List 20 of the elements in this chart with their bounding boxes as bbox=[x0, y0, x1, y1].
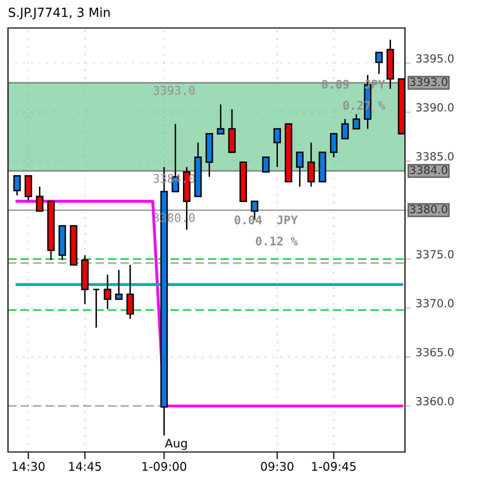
x-tick-label: 1-09:00 bbox=[142, 462, 186, 471]
chart-title: S.JP.J7741, 3 Min bbox=[8, 7, 110, 20]
y-tick-label: 3385.0 bbox=[416, 152, 454, 161]
x-tick-label: 09:30 bbox=[260, 462, 294, 471]
y-tick-label: 3390.0 bbox=[416, 103, 454, 112]
annotation: Aug bbox=[164, 438, 187, 450]
x-tick-label: 1-09:45 bbox=[312, 462, 356, 471]
text: 3384.0 bbox=[410, 166, 448, 174]
y-tick-label: 3395.0 bbox=[416, 54, 454, 63]
text: 3380.0 bbox=[410, 204, 448, 214]
y-tick-label: 3370.0 bbox=[416, 299, 454, 308]
x-tick-label: 14:45 bbox=[69, 462, 101, 471]
y-tick-label: 3360.0 bbox=[416, 396, 454, 406]
y-tick-label: 3375.0 bbox=[416, 250, 454, 258]
text: 3393.0 bbox=[410, 78, 448, 86]
annotation: 0.12 % bbox=[256, 236, 298, 246]
y-tick-label: 3365.0 bbox=[416, 348, 454, 356]
x-tick-label: 14:30 bbox=[12, 462, 45, 471]
annotation: 0.04 JPY bbox=[234, 215, 298, 224]
ref-line-label: 3393.0 bbox=[154, 86, 195, 95]
